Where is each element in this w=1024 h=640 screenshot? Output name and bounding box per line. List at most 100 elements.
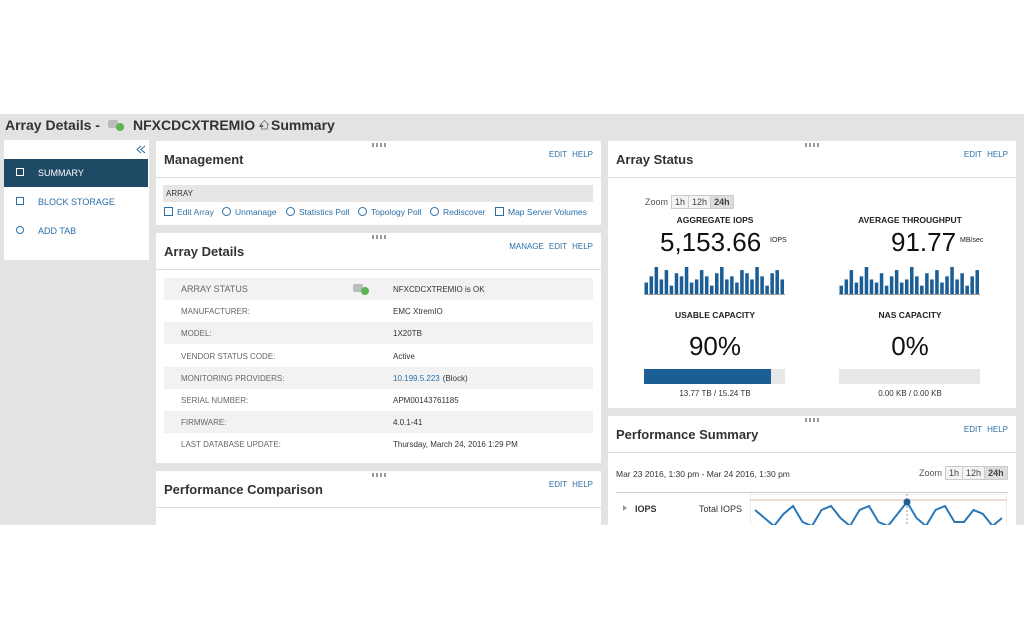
panel-title: Performance Comparison (164, 482, 323, 497)
divider (156, 177, 601, 178)
detail-row: ARRAY STATUS NFXCDCXTREMIO is OK (164, 278, 593, 300)
spark-bar (704, 276, 709, 295)
spark-bar (854, 282, 859, 295)
panel-title: Array Status (616, 152, 694, 167)
spark-bar (960, 273, 964, 295)
spark-bar (725, 279, 729, 295)
drag-grip[interactable] (805, 143, 819, 147)
panel-link[interactable]: EDIT (963, 425, 983, 434)
spark-bar (899, 282, 904, 295)
detail-label: SERIAL NUMBER: (181, 396, 249, 405)
cursor-point[interactable] (903, 498, 911, 506)
spark-bar (955, 279, 959, 295)
spark-bar (664, 270, 669, 295)
zoom-button[interactable]: 1h (671, 195, 690, 209)
panel-link[interactable]: EDIT (548, 150, 568, 159)
spark-bar (740, 270, 744, 295)
action-link[interactable]: Edit Array (164, 207, 214, 217)
zoom-button[interactable]: 12h (962, 466, 986, 480)
drag-grip[interactable] (371, 143, 386, 147)
detail-text[interactable]: 10.199.5.223 (393, 373, 440, 383)
spark-bar (775, 270, 779, 295)
line-chart (750, 494, 1007, 525)
detail-label: VENDOR STATUS CODE: (181, 351, 276, 361)
spark-bar (770, 273, 774, 295)
metric-row: IOPS Total IOPS (616, 492, 1008, 525)
panel-title: Array Details (164, 244, 245, 259)
capacity-fill (644, 369, 771, 384)
panel-links: MANAGE EDIT HELP (504, 242, 593, 251)
capacity-detail: 0.00 KB / 0.00 KB (878, 389, 942, 398)
sidebar-icon (16, 197, 24, 205)
spark-bar (674, 273, 679, 295)
spark-bar (930, 279, 934, 295)
panel-link[interactable]: EDIT (548, 480, 568, 489)
drag-grip[interactable] (805, 418, 819, 422)
panel-link[interactable]: HELP (987, 425, 1008, 434)
spark-bar (874, 282, 879, 295)
action-link[interactable]: Map Server Volumes (495, 207, 587, 217)
action-link[interactable]: Unmanage (222, 207, 277, 217)
sidebar-item[interactable]: ADD TAB (4, 217, 148, 245)
capacity-track (839, 369, 980, 384)
spark-bar (694, 279, 699, 295)
spark-bar (659, 279, 664, 295)
zoom-button[interactable]: 24h (710, 195, 734, 209)
action-icon (430, 207, 439, 216)
spark-bar (755, 267, 759, 295)
panel-link[interactable]: HELP (572, 480, 593, 489)
sparkline (839, 267, 980, 295)
zoom-button[interactable]: 1h (945, 466, 964, 480)
metric-value: 91.77 (891, 227, 957, 257)
divider (156, 507, 601, 508)
panel-link[interactable]: EDIT (963, 150, 983, 159)
divider (156, 269, 601, 270)
page-title: Array Details - (5, 117, 100, 133)
spark-bar (654, 267, 659, 295)
detail-text: 1X20TB (393, 329, 422, 339)
spark-bar (689, 282, 694, 295)
icon-shape (361, 287, 369, 295)
zoom-button[interactable]: 12h (688, 195, 712, 209)
action-link[interactable]: Topology Poll (358, 207, 422, 217)
detail-label: MANUFACTURER: (181, 307, 250, 317)
panel-link[interactable]: HELP (572, 242, 593, 251)
spark-bar (884, 285, 889, 295)
detail-label: MONITORING PROVIDERS: (181, 373, 285, 383)
spark-bar (760, 276, 764, 295)
action-link[interactable]: Statistics Poll (286, 207, 350, 217)
collapse-button[interactable] (136, 145, 146, 154)
spark-bar (925, 273, 929, 295)
action-link[interactable]: Rediscover (430, 207, 486, 217)
drag-grip[interactable] (371, 235, 386, 239)
panel-links: EDIT HELP (959, 425, 1008, 434)
action-text: Statistics Poll (299, 207, 350, 217)
zoom-button[interactable]: 24h (984, 466, 1008, 480)
spark-bar (859, 276, 864, 295)
sidebar-icon (16, 168, 24, 176)
drag-grip[interactable] (371, 473, 386, 477)
spark-bar (849, 270, 854, 295)
spark-bar (699, 270, 704, 295)
management-panel: Management EDIT HELP ARRAY Edit Array Unma… (156, 141, 601, 225)
panel-link[interactable]: HELP (572, 150, 593, 159)
sidebar-item[interactable]: SUMMARY (4, 159, 148, 187)
panel-link[interactable]: EDIT (548, 242, 568, 251)
expand-arrow[interactable] (623, 505, 628, 511)
panel-links: EDIT HELP (544, 150, 593, 159)
spark-bar (935, 270, 939, 295)
metric-value: 5,153.66 (660, 227, 762, 257)
sidebar-label: BLOCK STORAGE (38, 197, 115, 207)
detail-text: 4.0.1-41 (393, 418, 423, 428)
capacity-detail: 13.77 TB / 15.24 TB (679, 389, 751, 398)
detail-text: EMC XtremIO (393, 307, 443, 317)
panel-link[interactable]: MANAGE (509, 242, 544, 251)
detail-value: Active (393, 352, 415, 361)
detail-row: MANUFACTURER: EMC XtremIO (164, 300, 593, 322)
detail-row: SERIAL NUMBER: APM00143761185 (164, 389, 593, 411)
spark-bar (950, 267, 954, 295)
action-text: Rediscover (443, 207, 486, 217)
sidebar-item[interactable]: BLOCK STORAGE (4, 188, 148, 216)
panel-link[interactable]: HELP (987, 150, 1008, 159)
